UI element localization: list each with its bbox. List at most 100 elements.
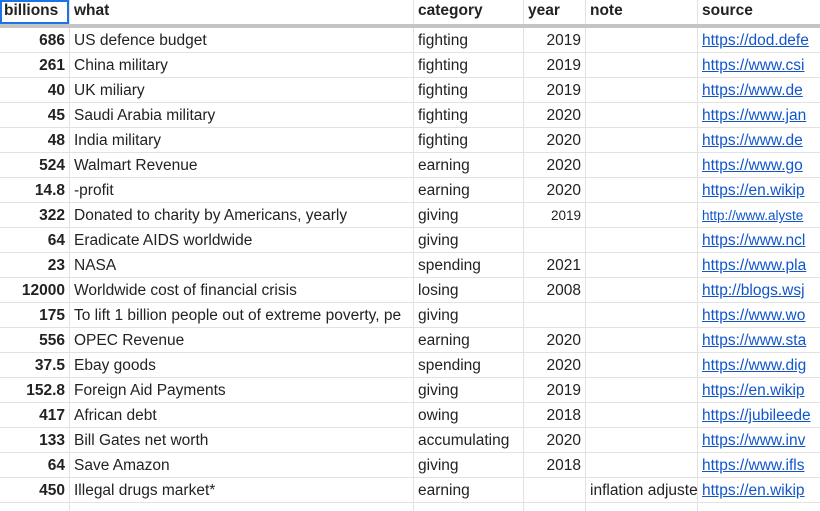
note-cell: [586, 428, 698, 453]
what-cell: Save Amazon: [70, 453, 414, 478]
billions-cell: 45: [0, 103, 70, 128]
source-cell[interactable]: https://www.de: [698, 128, 820, 153]
category-cell: giving: [414, 453, 524, 478]
what-cell: Saudi Arabia military: [70, 103, 414, 128]
note-cell: inflation adjuste: [586, 478, 698, 503]
source-cell[interactable]: https://www.wo: [698, 303, 820, 328]
note-cell: [586, 78, 698, 103]
billions-cell: 64: [0, 453, 70, 478]
column-header[interactable]: what: [70, 0, 414, 24]
note-cell: [586, 178, 698, 203]
source-cell[interactable]: https://dod.defe: [698, 28, 820, 53]
what-cell: African debt: [70, 403, 414, 428]
billions-cell: 48: [0, 128, 70, 153]
category-cell: giving: [414, 303, 524, 328]
billions-cell: 14.8: [0, 178, 70, 203]
category-cell: giving: [414, 378, 524, 403]
what-cell: Illegal drugs market*: [70, 478, 414, 503]
year-cell: 2020: [524, 428, 586, 453]
source-cell[interactable]: https://www.go: [698, 153, 820, 178]
source-cell[interactable]: https://www.ifls: [698, 453, 820, 478]
note-cell: [586, 378, 698, 403]
source-cell[interactable]: https://en.wikip: [698, 478, 820, 503]
source-cell[interactable]: http://blogs.wsj: [698, 278, 820, 303]
column-header[interactable]: billions: [0, 0, 70, 24]
year-cell: [524, 228, 586, 253]
note-cell: [586, 203, 698, 228]
year-cell: 2008: [524, 278, 586, 303]
billions-cell: 556: [0, 328, 70, 353]
year-cell: 2020: [524, 128, 586, 153]
what-cell: China military: [70, 53, 414, 78]
what-cell: Ebay goods: [70, 353, 414, 378]
source-cell[interactable]: https://www.sta: [698, 328, 820, 353]
what-cell: To lift 1 billion people out of extreme …: [70, 303, 414, 328]
what-cell: UK miliary: [70, 78, 414, 103]
source-cell[interactable]: https://www.inv: [698, 428, 820, 453]
category-cell: earning: [414, 328, 524, 353]
year-cell: 2018: [524, 403, 586, 428]
column-header[interactable]: year: [524, 0, 586, 24]
year-cell: 2020: [524, 353, 586, 378]
note-cell: [586, 453, 698, 478]
note-cell: [586, 328, 698, 353]
note-cell: [586, 28, 698, 53]
what-cell: Worldwide cost of financial crisis: [70, 278, 414, 303]
note-cell: [586, 228, 698, 253]
billions-cell: 133: [0, 428, 70, 453]
note-cell: [586, 128, 698, 153]
category-cell: fighting: [414, 128, 524, 153]
category-cell: spending: [414, 353, 524, 378]
billions-cell: 23: [0, 253, 70, 278]
category-cell: fighting: [414, 28, 524, 53]
source-cell[interactable]: http://www.alyste: [698, 203, 820, 228]
source-cell[interactable]: https://en.wikip: [698, 378, 820, 403]
column-header[interactable]: category: [414, 0, 524, 24]
selection: [0, 0, 69, 24]
source-cell[interactable]: https://jubileede: [698, 403, 820, 428]
year-cell: [524, 478, 586, 503]
column-header[interactable]: source: [698, 0, 820, 24]
what-cell: NASA: [70, 253, 414, 278]
category-cell: fighting: [414, 103, 524, 128]
year-cell: [524, 303, 586, 328]
what-cell: [70, 503, 414, 511]
what-cell: -profit: [70, 178, 414, 203]
what-cell: US defence budget: [70, 28, 414, 53]
column-header[interactable]: note: [586, 0, 698, 24]
source-cell[interactable]: https://www.jan: [698, 103, 820, 128]
note-cell: [586, 53, 698, 78]
billions-cell: 64: [0, 228, 70, 253]
category-cell: earning: [414, 478, 524, 503]
billions-cell: 261: [0, 53, 70, 78]
year-cell: 2019: [524, 53, 586, 78]
category-cell: spending: [414, 253, 524, 278]
note-cell: [586, 403, 698, 428]
billions-cell: 12000: [0, 278, 70, 303]
source-cell[interactable]: https://www.pla: [698, 253, 820, 278]
category-cell: earning: [414, 153, 524, 178]
note-cell: [586, 253, 698, 278]
billions-cell: 450: [0, 478, 70, 503]
note-cell: [586, 503, 698, 511]
source-cell[interactable]: https://www.ncl: [698, 228, 820, 253]
source-cell[interactable]: https://www.csi: [698, 53, 820, 78]
category-cell: fighting: [414, 78, 524, 103]
what-cell: Bill Gates net worth: [70, 428, 414, 453]
note-cell: [586, 153, 698, 178]
year-cell: 2020: [524, 103, 586, 128]
source-cell[interactable]: https://en.wikip: [698, 178, 820, 203]
note-cell: [586, 103, 698, 128]
source-cell[interactable]: https://www.dig: [698, 353, 820, 378]
category-cell: [414, 503, 524, 511]
billions-cell: [0, 503, 70, 511]
what-cell: India military: [70, 128, 414, 153]
category-cell: accumulating: [414, 428, 524, 453]
note-cell: [586, 303, 698, 328]
source-cell[interactable]: https://www.de: [698, 78, 820, 103]
category-cell: fighting: [414, 53, 524, 78]
what-cell: Foreign Aid Payments: [70, 378, 414, 403]
billions-cell: 322: [0, 203, 70, 228]
year-cell: 2019: [524, 203, 586, 228]
